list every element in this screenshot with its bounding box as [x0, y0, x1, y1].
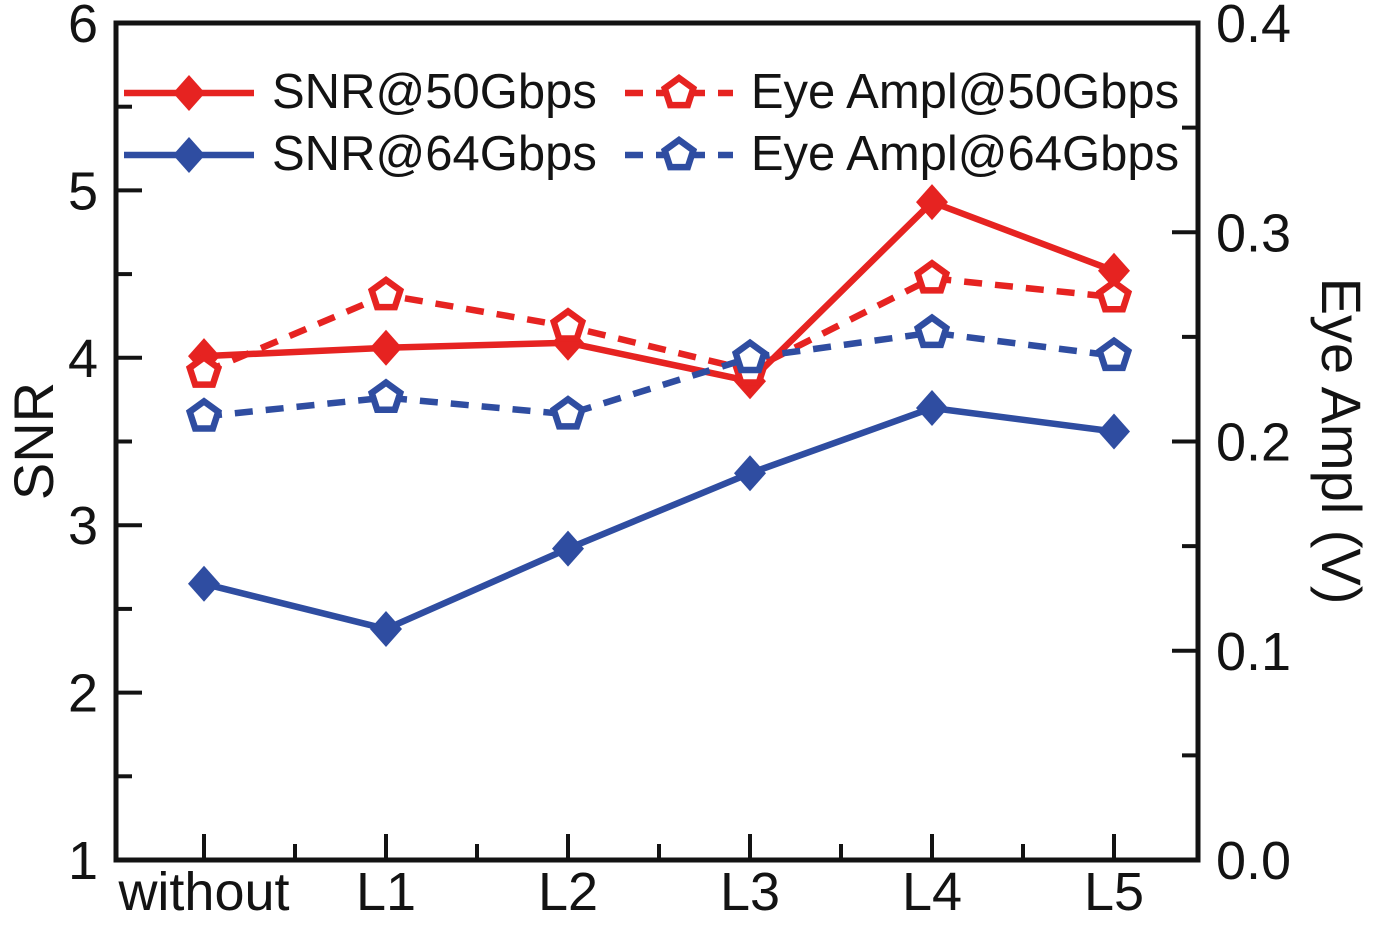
left-axis-tick-label: 3	[68, 496, 98, 556]
legend-label: Eye Ampl@50Gbps	[750, 65, 1180, 119]
x-axis-tick-label: L2	[538, 862, 598, 922]
legend-item-snr-50gbps: SNR@50Gbps	[122, 65, 597, 120]
legend-item-eye-ampl-64gbps: Eye Ampl@64Gbps	[623, 126, 1180, 182]
legend-item-eye-ampl-50gbps: Eye Ampl@50Gbps	[623, 65, 1180, 120]
marker-pentagon-Eye Ampl@50Gbps	[1095, 278, 1133, 313]
marker-diamond-SNR@64Gbps	[552, 530, 584, 567]
left-axis-tick-label: 1	[68, 831, 98, 891]
marker-diamond-SNR@64Gbps	[370, 611, 402, 647]
right-axis-title: Eye Ampl (V)	[1310, 277, 1373, 605]
right-axis-tick-label: 0.1	[1216, 622, 1291, 682]
marker-pentagon-Eye Ampl@64Gbps	[1095, 336, 1133, 372]
x-axis-tick-label: without	[117, 862, 289, 922]
legend-label: Eye Ampl@64Gbps	[750, 126, 1180, 181]
x-axis-tick-label: L1	[356, 862, 416, 922]
x-axis-tick-label: L3	[720, 862, 780, 922]
marker-diamond-SNR@64Gbps	[188, 565, 220, 602]
series-line-SNR@50Gbps	[203, 198, 1116, 385]
marker-diamond-SNR@64Gbps	[916, 390, 948, 426]
marker-pentagon-Eye Ampl@64Gbps	[185, 397, 223, 432]
series-line-Eye Ampl@50Gbps	[202, 274, 1115, 376]
legend-sample-solid-diamond-icon	[124, 74, 254, 111]
marker-diamond-SNR@64Gbps	[734, 455, 766, 492]
left-axis-tick-label: 4	[68, 329, 98, 389]
x-axis-tick-label: L5	[1084, 862, 1144, 922]
plot-frame	[113, 20, 1201, 863]
legend-item-snr-64gbps: SNR@64Gbps	[122, 126, 597, 182]
left-axis-tick-label: 5	[68, 161, 98, 221]
marker-diamond-SNR@50Gbps	[1098, 252, 1130, 289]
legend: SNR@50Gbps Eye Ampl@50Gbps SNR@64Gbps Ey…	[122, 65, 1180, 182]
right-axis-tick-label: 0.3	[1216, 203, 1291, 263]
legend-sample-dashed-pentagon-icon	[624, 135, 733, 171]
marker-diamond-SNR@50Gbps	[916, 184, 948, 221]
legend-label: SNR@64Gbps	[272, 126, 597, 181]
legend-sample-solid-diamond-icon	[124, 136, 254, 173]
marker-pentagon-Eye Ampl@50Gbps	[549, 307, 587, 342]
marker-pentagon-Eye Ampl@64Gbps	[731, 338, 769, 374]
marker-pentagon-Eye Ampl@64Gbps	[913, 313, 951, 349]
legend-label: SNR@50Gbps	[272, 65, 597, 119]
legend-sample-dashed-pentagon-icon	[624, 73, 733, 109]
marker-pentagon-Eye Ampl@50Gbps	[367, 276, 405, 311]
marker-pentagon-Eye Ampl@50Gbps	[913, 259, 951, 294]
marker-diamond-SNR@64Gbps	[1098, 413, 1130, 450]
x-axis-tick-label: L4	[902, 862, 962, 922]
left-axis-tick-label: 2	[68, 664, 98, 724]
marker-pentagon-Eye Ampl@64Gbps	[367, 378, 405, 413]
marker-diamond-SNR@50Gbps	[370, 329, 402, 366]
left-axis-title: SNR	[2, 381, 65, 501]
right-axis-tick-label: 0.2	[1216, 413, 1291, 473]
right-axis-tick-label: 0.4	[1216, 0, 1291, 54]
left-axis-tick-label: 6	[68, 0, 98, 54]
marker-pentagon-Eye Ampl@50Gbps	[185, 353, 223, 388]
right-axis-tick-label: 0.0	[1216, 831, 1291, 891]
marker-pentagon-Eye Ampl@64Gbps	[549, 395, 587, 430]
series-line-SNR@64Gbps	[203, 404, 1115, 633]
